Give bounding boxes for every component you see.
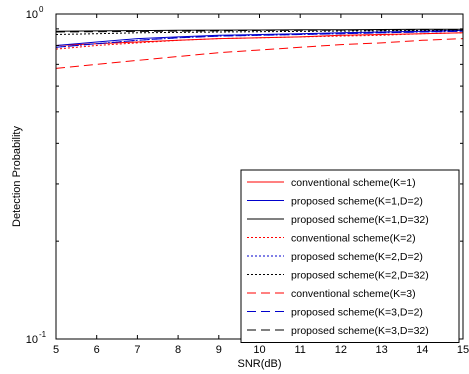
legend-label-3: proposed scheme(K=1,D=32) xyxy=(291,214,429,226)
series-layer xyxy=(55,28,464,69)
series-line-8 xyxy=(55,30,464,48)
legend-box xyxy=(240,169,460,343)
y-tick-exponent: 0 xyxy=(39,5,44,14)
y-axis-label: Detection Probability xyxy=(11,126,23,227)
series-line-5 xyxy=(55,30,464,48)
x-tick-label: 5 xyxy=(53,344,59,356)
legend-label-9: proposed scheme(K=3,D=32) xyxy=(291,325,429,337)
legend-label-2: proposed scheme(K=1,D=2) xyxy=(291,196,423,208)
legend: conventional scheme(K=1) proposed scheme(… xyxy=(240,169,460,343)
x-tick-label: 10 xyxy=(253,344,265,356)
legend-label-7: conventional scheme(K=3) xyxy=(291,288,416,300)
legend-label-6: proposed scheme(K=2,D=32) xyxy=(291,270,429,282)
series-line-1 xyxy=(55,32,464,46)
series-line-7 xyxy=(55,38,464,69)
legend-label-1: conventional scheme(K=1) xyxy=(291,177,416,189)
x-tick-label: 7 xyxy=(134,344,140,356)
legend-label-8: proposed scheme(K=3,D=2) xyxy=(291,307,423,319)
series-line-2 xyxy=(55,29,464,46)
x-tick-label: 8 xyxy=(175,344,181,356)
x-tick-label: 9 xyxy=(216,344,222,356)
legend-label-5: proposed scheme(K=2,D=2) xyxy=(291,251,423,263)
x-tick-label: 14 xyxy=(416,344,428,356)
x-axis-label: SNR(dB) xyxy=(237,358,281,370)
y-tick-label: 10 xyxy=(26,9,38,21)
x-tick-label: 11 xyxy=(294,344,305,356)
x-tick-label: 13 xyxy=(375,344,387,356)
x-tick-label: 6 xyxy=(94,344,100,356)
legend-label-4: conventional scheme(K=2) xyxy=(291,233,416,245)
x-tick-label: 12 xyxy=(335,344,347,356)
series-line-4 xyxy=(55,32,464,50)
y-tick-exponent: -1 xyxy=(39,330,47,339)
y-tick-label: 10 xyxy=(26,334,38,346)
x-tick-label: 15 xyxy=(457,344,469,356)
series-line-9 xyxy=(55,29,464,33)
